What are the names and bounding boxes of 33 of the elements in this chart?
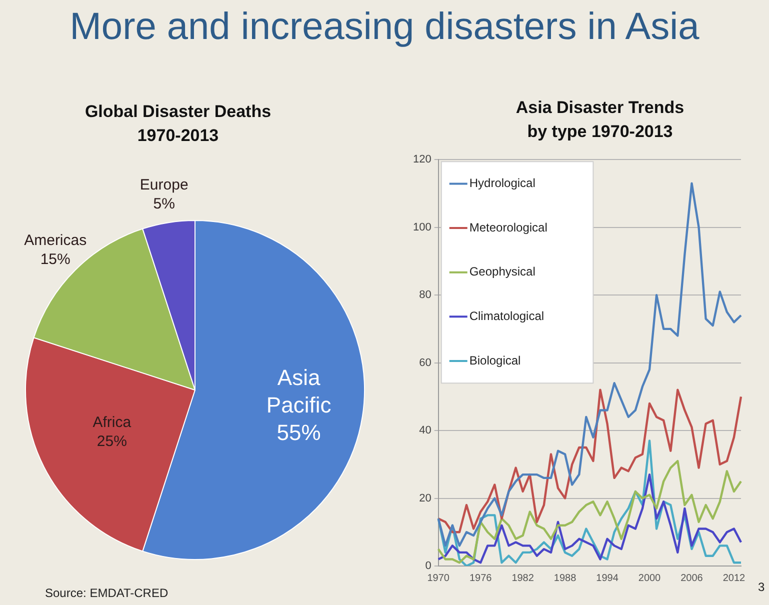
chart-title: Global Disaster Deaths 1970-2013: [84, 101, 272, 147]
legend-label: Climatological: [469, 308, 544, 323]
legend-label: Biological: [469, 353, 521, 368]
y-tick-label: 120: [412, 154, 432, 166]
y-tick-label: 60: [419, 356, 432, 369]
source-note: Source: EMDAT-CRED: [45, 586, 168, 600]
x-tick-label: 1976: [469, 572, 492, 584]
x-tick-label: 1982: [512, 572, 534, 584]
chart-title: Asia Disaster Trends by type 1970-2013: [514, 97, 686, 143]
x-tick-label: 1994: [596, 572, 619, 584]
slice-label: Africa: [92, 414, 132, 432]
x-tick-label: 1988: [554, 572, 577, 584]
slice-label: Asia Pacific: [266, 365, 332, 418]
data-label: 55%: [276, 420, 321, 445]
y-tick-label: 100: [412, 221, 432, 234]
y-tick-label: 40: [419, 424, 432, 437]
legend-label: Geophysical: [469, 264, 536, 279]
x-tick-label: 2012: [722, 572, 746, 584]
y-tick-label: 20: [419, 492, 432, 504]
y-tick-label: 80: [419, 289, 432, 302]
slice-label: Americas: [24, 232, 87, 250]
legend-label: Meteorological: [469, 220, 548, 234]
text: 3: [758, 580, 765, 594]
x-tick-label: 2000: [638, 572, 662, 584]
y-tick-label: 0: [425, 560, 432, 572]
data-label: 5%: [153, 195, 175, 212]
x-tick-label: 1970: [427, 572, 450, 584]
x-tick-label: 2006: [680, 572, 704, 584]
slice-label: Europe: [140, 176, 188, 194]
legend-label: Hydrological: [469, 176, 536, 190]
text: More and increasing disasters in Asia: [68, 6, 700, 49]
data-label: 25%: [96, 432, 127, 450]
data-label: 15%: [40, 250, 70, 268]
